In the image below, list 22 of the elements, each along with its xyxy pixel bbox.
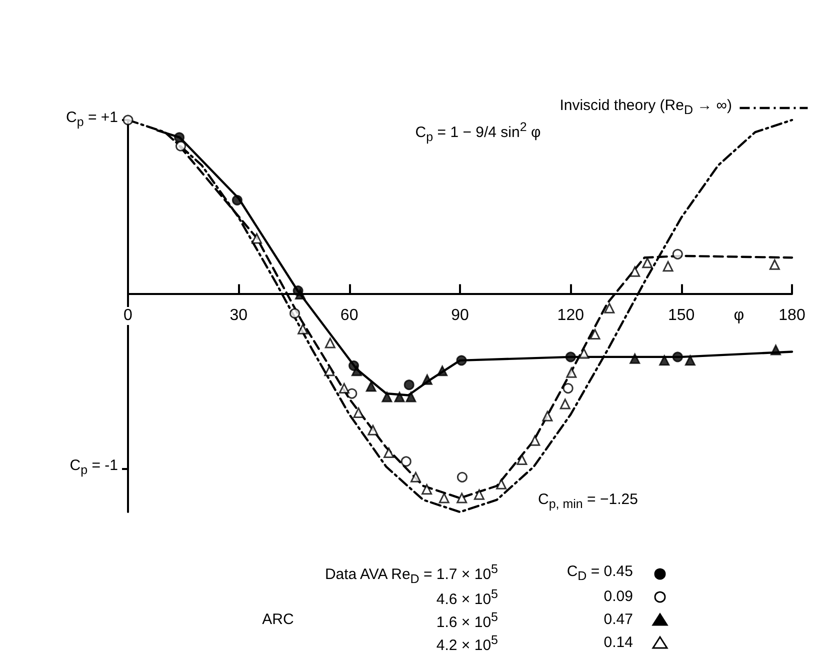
x-tick-label: 30 xyxy=(230,307,248,326)
x-tick-label: 150 xyxy=(668,307,695,326)
series-label: Inviscid theory (Re$_{D}$ → ∞) xyxy=(560,97,732,119)
legend-label: 0.14 xyxy=(604,634,633,652)
legend-label: 0.47 xyxy=(604,611,633,629)
text: ARC xyxy=(262,611,294,629)
x-tick-label: 120 xyxy=(557,307,584,326)
x-tick-label: 60 xyxy=(340,307,358,326)
x-axis-title: φ xyxy=(734,307,744,326)
x-tick-label: 0 xyxy=(124,307,132,326)
y-tick-label: C$_{p}$ = +1 xyxy=(66,109,118,131)
x-tick-label: 180 xyxy=(778,307,806,326)
x-tick-label: 90 xyxy=(451,307,469,326)
legend-label: C$_{D}$ = 0.45 xyxy=(566,563,633,585)
legend-label: 0.09 xyxy=(604,588,633,606)
y-tick-label: C$_{p}$ = -1 xyxy=(70,457,118,480)
text: 1.6 × 10$^{5}$ xyxy=(436,609,498,632)
text: 4.2 × 10$^{5}$ xyxy=(436,632,498,655)
text: Data AVA Re$_{D}$ = 1.7 × 10$^{5}$ xyxy=(324,561,498,588)
annotation: C$_{p}$ = 1 − 9/4 sin$^{2}$ φ xyxy=(415,119,541,146)
text: 4.6 × 10$^{5}$ xyxy=(436,586,498,609)
annotation: C$_{p, min}$ = −1.25 xyxy=(538,491,638,513)
